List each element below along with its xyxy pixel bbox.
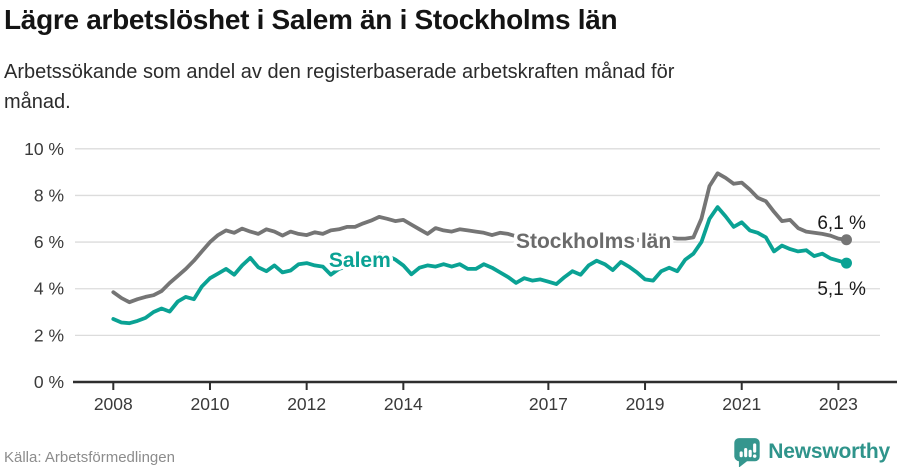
end-label-stockholm: 6,1 % — [817, 213, 866, 234]
x-axis-label: 2017 — [529, 394, 568, 414]
chart-title: Lägre arbetslöshet i Salem än i Stockhol… — [4, 4, 618, 35]
x-axis-label: 2010 — [191, 394, 230, 414]
end-dot-salem — [840, 257, 852, 269]
y-axis-label: 2 % — [34, 325, 64, 345]
y-axis-label: 4 % — [34, 279, 64, 299]
x-axis-label: 2012 — [287, 394, 326, 414]
x-axis-label: 2014 — [384, 394, 423, 414]
bar-3 — [748, 449, 753, 458]
source-note: Källa: Arbetsförmedlingen — [4, 449, 175, 466]
speech-bubble-bar-chart-icon — [734, 438, 760, 467]
exclamation-dot — [753, 454, 757, 458]
series-label-stockholm: Stockholms län — [516, 230, 671, 253]
end-label-salem: 5,1 % — [817, 279, 866, 300]
y-axis-label: 10 % — [24, 139, 64, 159]
x-axis-label: 2019 — [626, 394, 665, 414]
newsworthy-logo: Newsworthy — [733, 437, 890, 467]
exclamation-stem — [753, 443, 757, 453]
brand-wordmark: Newsworthy — [768, 440, 890, 463]
y-axis-label: 0 % — [34, 372, 64, 392]
bar-1 — [739, 451, 744, 458]
y-axis-label: 6 % — [34, 232, 64, 252]
bar-2 — [744, 447, 748, 458]
chart-subtitle: Arbetssökande som andel av den registerb… — [4, 61, 675, 113]
x-axis-label: 2008 — [94, 394, 133, 414]
series-line-salem — [111, 205, 849, 326]
series-label-salem: Salem — [329, 249, 391, 272]
x-axis-label: 2021 — [722, 394, 761, 414]
y-axis-label: 8 % — [34, 185, 64, 205]
x-axis-label: 2023 — [819, 394, 858, 414]
series-line-stockholm — [111, 171, 849, 305]
end-dot-stockholm — [840, 234, 852, 246]
